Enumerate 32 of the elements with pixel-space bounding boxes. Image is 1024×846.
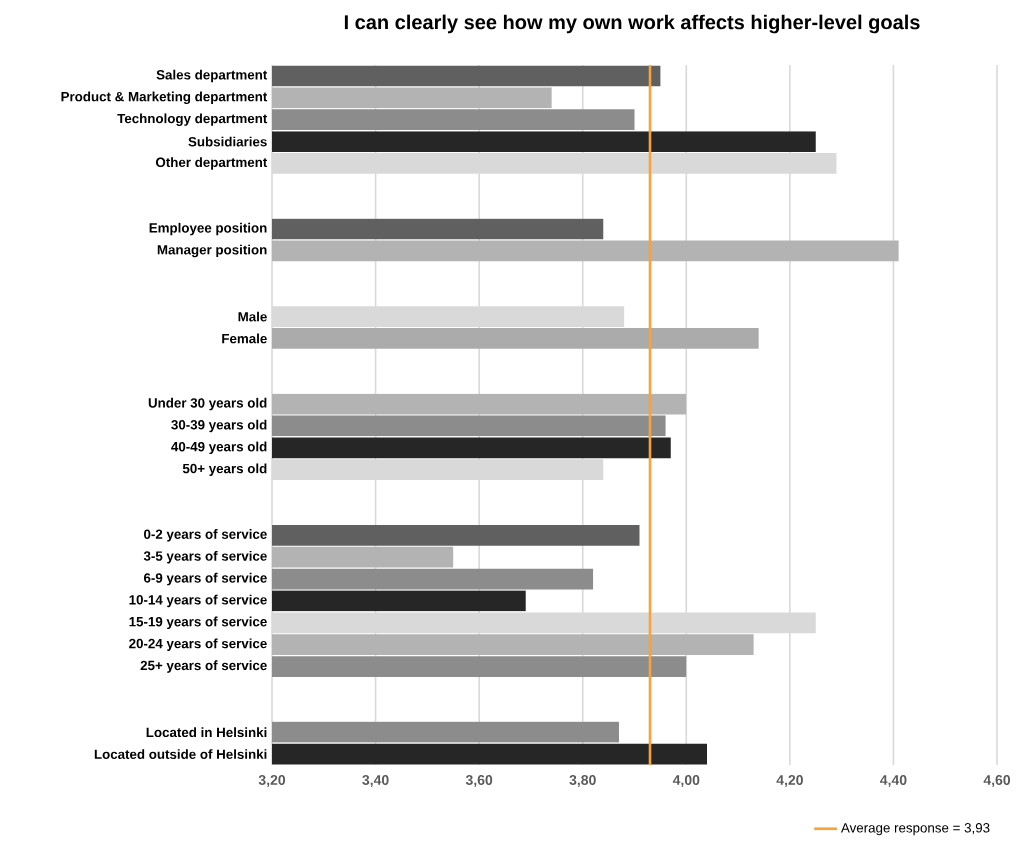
y-tick-label: Located in Helsinki: [146, 727, 267, 738]
y-tick-label: 15-19 years of service: [129, 616, 267, 630]
y-tick-label: Subsidiaries: [188, 136, 267, 147]
x-tick-label: 4,40: [880, 775, 907, 787]
x-tick-label: 4,20: [776, 775, 803, 787]
y-tick-label: 10-14 years of service: [129, 594, 267, 608]
x-tick-label: 4,60: [983, 775, 1011, 787]
y-tick-label: Manager position: [157, 244, 267, 258]
y-tick-label: Male: [238, 311, 267, 322]
y-tick-label: Sales department: [156, 69, 268, 83]
x-tick-label: 3,20: [258, 775, 286, 787]
y-tick-label: 50+ years old: [182, 463, 267, 476]
x-tick-label: 3,80: [569, 775, 596, 787]
chart-title: I can clearly see how my own work affects higher-level goals: [344, 14, 920, 34]
y-tick-label: Female: [222, 333, 267, 344]
y-tick-label: Other department: [155, 157, 268, 170]
x-tick-label: 3,40: [362, 775, 389, 787]
y-tick-label: Located outside of Helsinki: [94, 749, 267, 759]
y-tick-label: 20-24 years of service: [129, 638, 267, 651]
y-tick-label: Employee position: [149, 222, 267, 236]
y-tick-label: 40-49 years old: [171, 441, 267, 455]
y-tick-label: Technology department: [117, 113, 268, 126]
x-tick-label: 3,60: [465, 775, 493, 787]
y-tick-label: Under 30 years old: [148, 397, 267, 411]
y-tick-label: 6-9 years of service: [143, 572, 267, 586]
x-tick-label: 4,00: [672, 775, 700, 787]
y-tick-label: 30-39 years old: [171, 419, 267, 433]
y-tick-label: 0-2 years of service: [144, 529, 267, 542]
y-tick-label: 3-5 years of service: [143, 550, 267, 564]
legend-label: Average response = 3,93: [840, 823, 990, 836]
y-tick-label: Product & Marketing department: [61, 91, 268, 105]
y-tick-label: 25+ years of service: [140, 660, 267, 673]
